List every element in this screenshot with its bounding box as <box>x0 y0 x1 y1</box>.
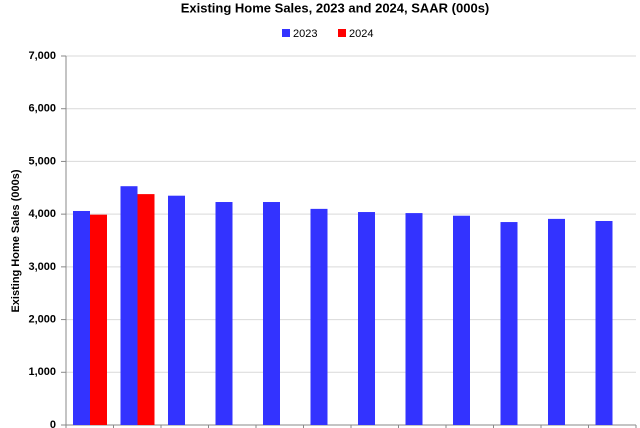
legend-label: 2023 <box>293 28 317 40</box>
legend-swatch <box>338 29 346 37</box>
bar <box>90 214 107 425</box>
y-tick-label: 2,000 <box>28 313 56 325</box>
bar <box>548 218 565 425</box>
y-tick-label: 5,000 <box>28 155 56 167</box>
bar <box>595 220 613 425</box>
y-tick-label: 3,000 <box>28 261 56 273</box>
bar <box>73 210 90 425</box>
bar <box>500 222 518 425</box>
bar <box>120 186 138 425</box>
y-tick-label: 7,000 <box>28 50 56 62</box>
bar <box>263 202 280 425</box>
y-tick-label: 6,000 <box>28 103 56 115</box>
bar <box>358 212 375 425</box>
bar <box>168 195 185 425</box>
bar <box>453 215 470 425</box>
legend-label: 2024 <box>349 28 373 40</box>
bar <box>137 194 155 425</box>
y-axis-label: Existing Home Sales (000s) <box>10 169 22 312</box>
bar <box>405 213 423 425</box>
bar <box>310 208 328 425</box>
chart-title: Existing Home Sales, 2023 and 2024, SAAR… <box>181 0 490 15</box>
y-tick-label: 4,000 <box>28 208 56 220</box>
y-tick-label: 0 <box>50 419 56 428</box>
legend-swatch <box>282 29 290 37</box>
bar <box>215 202 233 425</box>
y-tick-label: 1,000 <box>28 366 56 378</box>
